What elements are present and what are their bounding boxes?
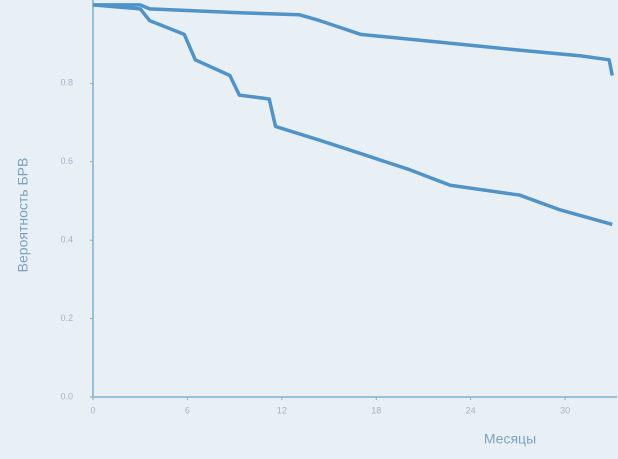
- x-tick-label: 12: [277, 405, 287, 415]
- y-tick-label: 0.4: [60, 235, 73, 245]
- x-axis-label: Месяцы: [484, 431, 536, 447]
- survival-curve: [93, 5, 612, 76]
- y-tick-label: 0.0: [60, 391, 73, 401]
- x-tick-label: 24: [466, 405, 476, 415]
- chart: Месяцы Вероятность БРВ 0.0 0.2 0.4 0.6 0.8 0 6…: [0, 0, 618, 459]
- x-tick-label: 0: [90, 405, 95, 415]
- y-axis-label: Вероятность БРВ: [15, 158, 31, 273]
- x-tick-label: 18: [371, 405, 381, 415]
- x-tick-label: 30: [560, 405, 570, 415]
- y-tick-label: 0.2: [60, 313, 73, 323]
- y-tick-label: 0.8: [60, 78, 73, 88]
- y-tick-label: 0.6: [60, 156, 73, 166]
- x-tick-label: 6: [185, 405, 190, 415]
- survival-curve: [93, 5, 612, 225]
